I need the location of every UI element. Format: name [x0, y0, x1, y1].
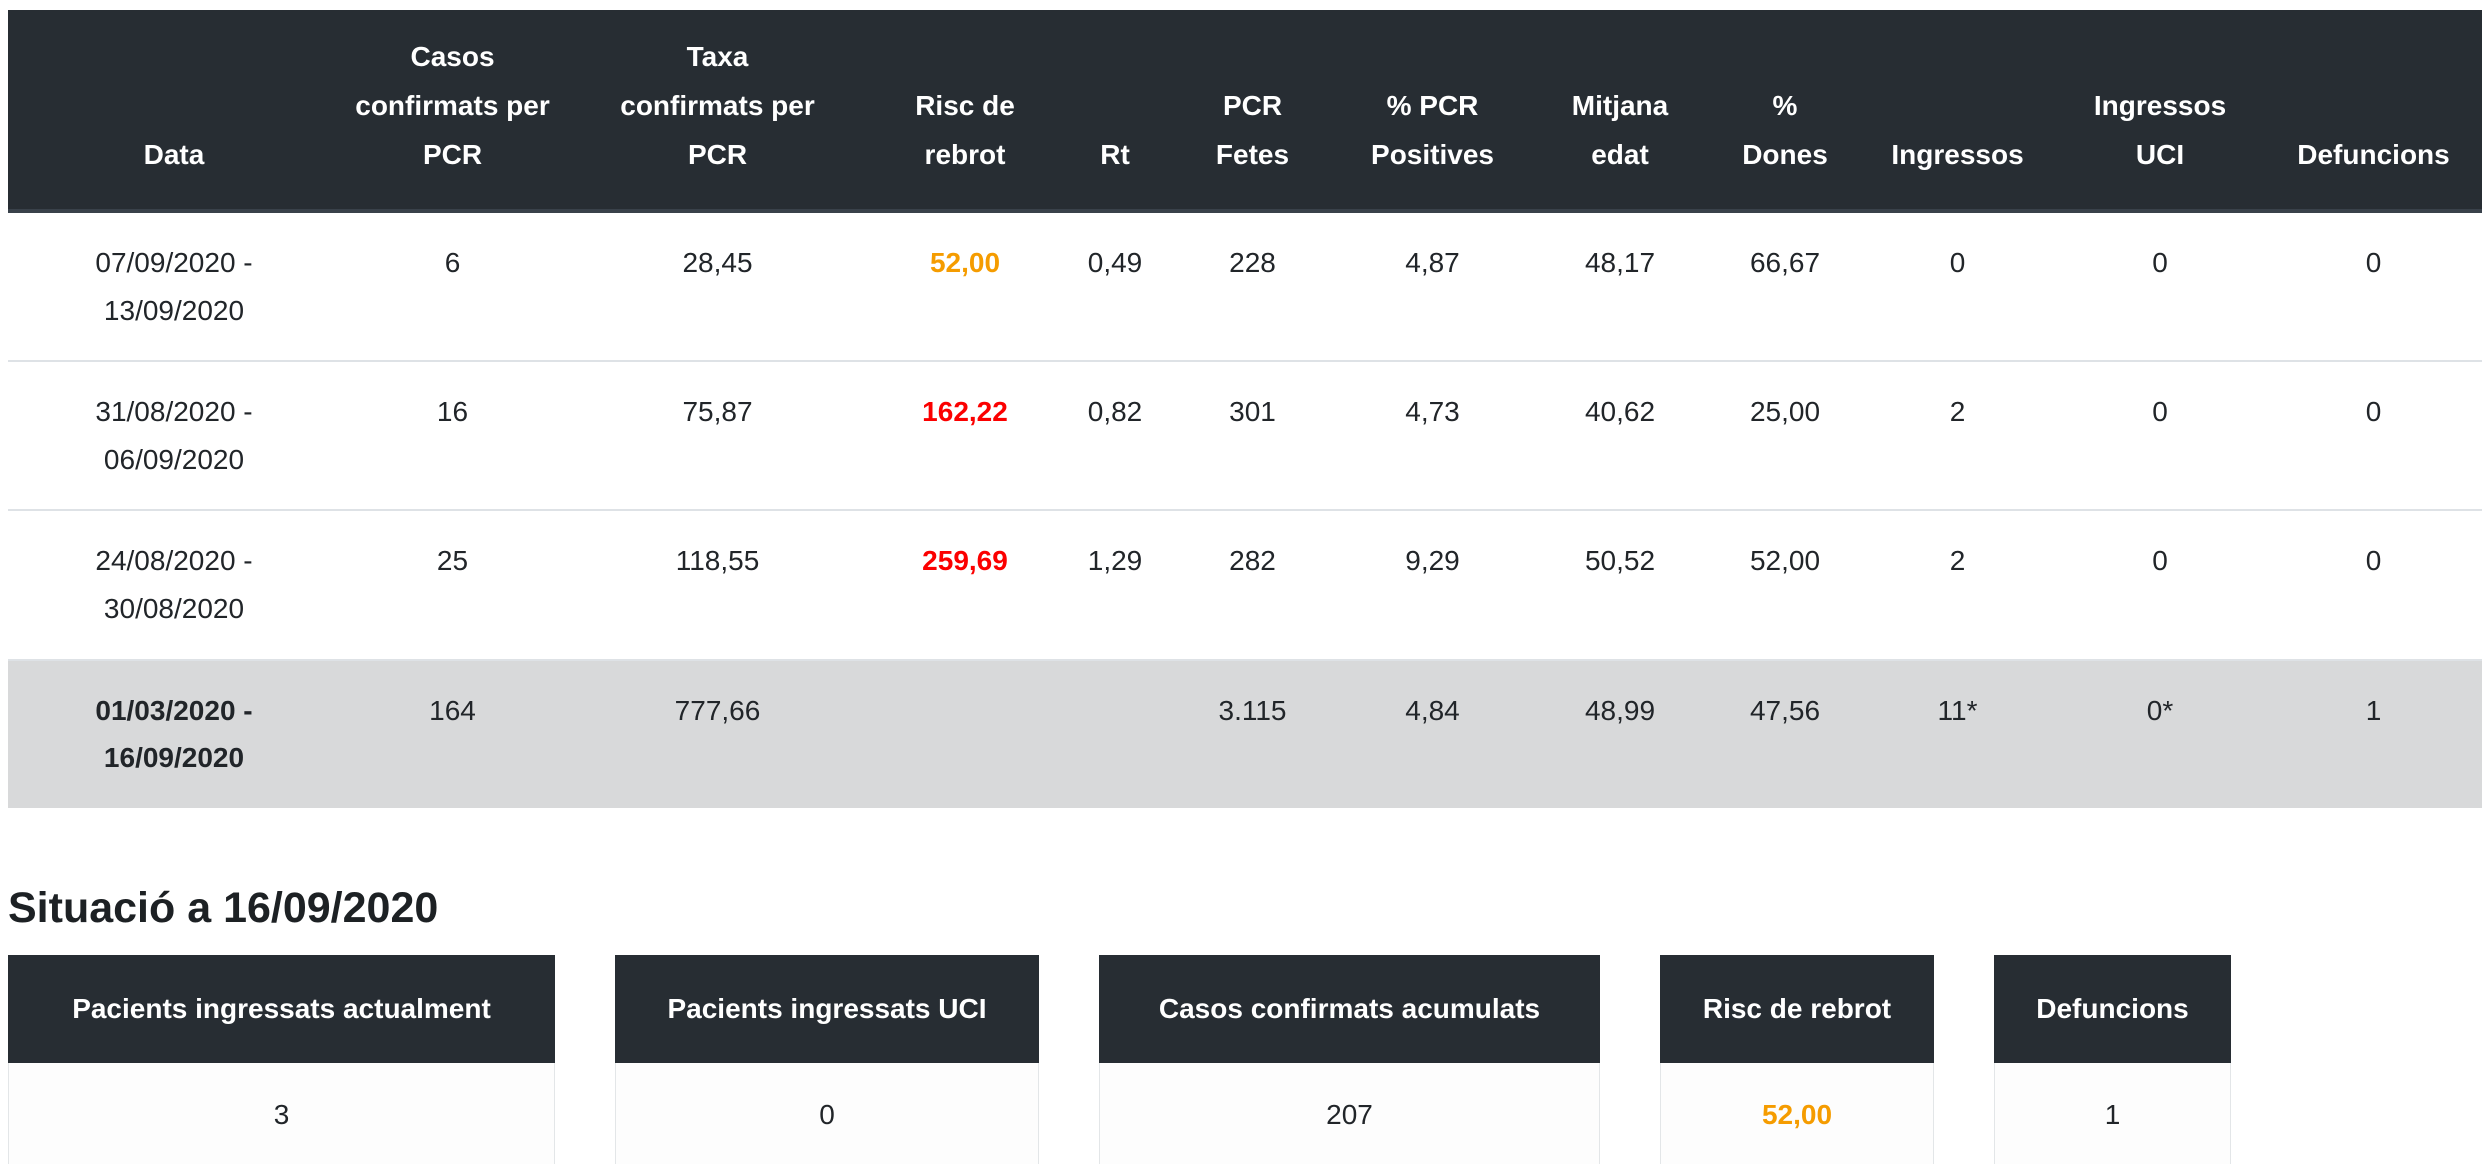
- col-header-risc-de-rebrot: Risc de rebrot: [870, 10, 1060, 213]
- stat-card-defuncions: Defuncions 1: [1994, 954, 2231, 1164]
- stat-card-value: 0: [615, 1062, 1039, 1164]
- situation-cards: Pacients ingressats actualment 3 Pacient…: [8, 954, 2482, 1164]
- stat-card-value: 52,00: [1660, 1062, 1934, 1164]
- cell-pcr-positives: 4,87: [1335, 211, 1530, 363]
- col-header-taxa-confirmats-pcr: Taxa confirmats per PCR: [565, 10, 870, 213]
- cell-dones: 25,00: [1710, 361, 1860, 512]
- col-header-ingressos-uci: Ingressos UCI: [2055, 10, 2265, 213]
- cell-data: 07/09/2020 - 13/09/2020: [8, 211, 340, 363]
- cell-dones: 47,56: [1710, 659, 1860, 808]
- table-row-total: 01/03/2020 - 16/09/2020 164 777,66 3.115…: [8, 659, 2482, 808]
- col-header-mitjana-edat: Mitjana edat: [1530, 10, 1710, 213]
- cell-casos: 16: [340, 361, 565, 512]
- col-header-ingressos: Ingressos: [1860, 10, 2055, 213]
- col-header-rt: Rt: [1060, 10, 1170, 213]
- cell-defuncions: 1: [2265, 659, 2482, 808]
- cell-ingressos: 2: [1860, 510, 2055, 661]
- table-row-week-3: 24/08/2020 - 30/08/2020 25 118,55 259,69…: [8, 510, 2482, 661]
- stat-card-pacients-ingressats-actualment: Pacients ingressats actualment 3: [8, 954, 555, 1164]
- cell-pcr-fetes: 3.115: [1170, 659, 1335, 808]
- cell-data: 24/08/2020 - 30/08/2020: [8, 510, 340, 661]
- cell-casos: 25: [340, 510, 565, 661]
- cell-mitjana-edat: 40,62: [1530, 361, 1710, 512]
- cell-casos: 164: [340, 659, 565, 808]
- stat-card-label: Casos confirmats acumulats: [1099, 954, 1600, 1063]
- cell-defuncions: 0: [2265, 510, 2482, 661]
- cell-defuncions: 0: [2265, 361, 2482, 512]
- cell-ingressos: 2: [1860, 361, 2055, 512]
- cell-rt: [1060, 659, 1170, 808]
- col-header-pcr-fetes: PCR Fetes: [1170, 10, 1335, 213]
- stat-card-risc-de-rebrot: Risc de rebrot 52,00: [1660, 954, 1934, 1164]
- cell-risc-de-rebrot: 52,00: [870, 211, 1060, 363]
- stat-card-label: Risc de rebrot: [1660, 954, 1934, 1063]
- cell-pcr-positives: 9,29: [1335, 510, 1530, 661]
- cell-dones: 52,00: [1710, 510, 1860, 661]
- cell-data: 01/03/2020 - 16/09/2020: [8, 659, 340, 808]
- weekly-stats-table: Data Casos confirmats per PCR Taxa confi…: [8, 10, 2482, 808]
- cell-mitjana-edat: 50,52: [1530, 510, 1710, 661]
- stat-card-value: 207: [1099, 1062, 1600, 1164]
- stat-card-label: Pacients ingressats actualment: [8, 954, 555, 1063]
- stat-card-casos-confirmats-acumulats: Casos confirmats acumulats 207: [1099, 954, 1600, 1164]
- cell-rt: 0,82: [1060, 361, 1170, 512]
- cell-ingressos-uci: 0: [2055, 211, 2265, 363]
- cell-risc-de-rebrot: [870, 659, 1060, 808]
- cell-mitjana-edat: 48,17: [1530, 211, 1710, 363]
- table-header-row: Data Casos confirmats per PCR Taxa confi…: [8, 10, 2482, 213]
- cell-mitjana-edat: 48,99: [1530, 659, 1710, 808]
- table-row-week-1: 07/09/2020 - 13/09/2020 6 28,45 52,00 0,…: [8, 211, 2482, 363]
- cell-pcr-fetes: 228: [1170, 211, 1335, 363]
- col-header-dones: % Dones: [1710, 10, 1860, 213]
- cell-taxa: 28,45: [565, 211, 870, 363]
- cell-pcr-positives: 4,73: [1335, 361, 1530, 512]
- cell-ingressos: 11*: [1860, 659, 2055, 808]
- cell-risc-de-rebrot: 162,22: [870, 361, 1060, 512]
- cell-pcr-positives: 4,84: [1335, 659, 1530, 808]
- cell-casos: 6: [340, 211, 565, 363]
- col-header-defuncions: Defuncions: [2265, 10, 2482, 213]
- stat-card-value: 3: [8, 1062, 555, 1164]
- cell-rt: 1,29: [1060, 510, 1170, 661]
- cell-taxa: 777,66: [565, 659, 870, 808]
- stat-card-value: 1: [1994, 1062, 2231, 1164]
- cell-rt: 0,49: [1060, 211, 1170, 363]
- cell-risc-de-rebrot: 259,69: [870, 510, 1060, 661]
- cell-ingressos-uci: 0*: [2055, 659, 2265, 808]
- cell-ingressos-uci: 0: [2055, 510, 2265, 661]
- cell-taxa: 118,55: [565, 510, 870, 661]
- cell-pcr-fetes: 282: [1170, 510, 1335, 661]
- cell-pcr-fetes: 301: [1170, 361, 1335, 512]
- col-header-casos-confirmats-pcr: Casos confirmats per PCR: [340, 10, 565, 213]
- cell-dones: 66,67: [1710, 211, 1860, 363]
- cell-data: 31/08/2020 - 06/09/2020: [8, 361, 340, 512]
- cell-ingressos-uci: 0: [2055, 361, 2265, 512]
- situation-title: Situació a 16/09/2020: [8, 883, 439, 932]
- col-header-data: Data: [8, 10, 340, 213]
- cell-taxa: 75,87: [565, 361, 870, 512]
- stat-card-pacients-ingressats-uci: Pacients ingressats UCI 0: [615, 954, 1039, 1164]
- cell-defuncions: 0: [2265, 211, 2482, 363]
- table-row-week-2: 31/08/2020 - 06/09/2020 16 75,87 162,22 …: [8, 361, 2482, 512]
- cell-ingressos: 0: [1860, 211, 2055, 363]
- stat-card-label: Pacients ingressats UCI: [615, 954, 1039, 1063]
- stat-card-label: Defuncions: [1994, 954, 2231, 1063]
- col-header-pcr-positives: % PCR Positives: [1335, 10, 1530, 213]
